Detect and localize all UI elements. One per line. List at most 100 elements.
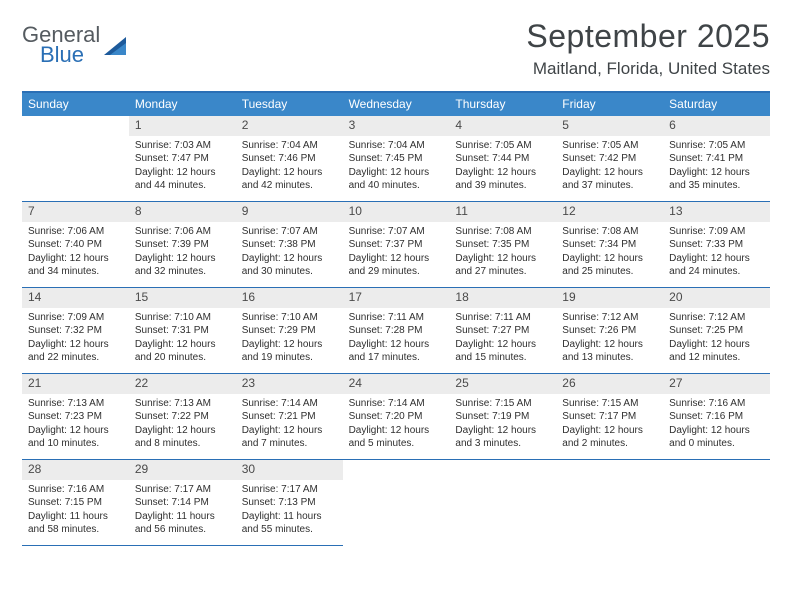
sunset-line: Sunset: 7:38 PM — [242, 238, 337, 251]
calendar-cell: 27 Sunrise: 7:16 AMSunset: 7:16 PMDayligh… — [663, 374, 770, 460]
day-number: 3 — [343, 116, 450, 136]
sunset-line: Sunset: 7:31 PM — [135, 324, 230, 337]
calendar-cell: 25 Sunrise: 7:15 AMSunset: 7:19 PMDayligh… — [449, 374, 556, 460]
calendar-cell: 28Sunrise: 7:16 AMSunset: 7:15 PMDayligh… — [22, 460, 129, 546]
daylight-line: Daylight: 11 hours and 58 minutes. — [28, 510, 123, 536]
sunrise-line: Sunrise: 7:13 AM — [135, 397, 230, 410]
day-number: 17 — [343, 288, 450, 308]
sunrise-line: Sunrise: 7:15 AM — [455, 397, 550, 410]
calendar-cell — [343, 460, 450, 546]
sunrise-line: Sunrise: 7:05 AM — [669, 139, 764, 152]
day-info: Sunrise: 7:09 AMSunset: 7:32 PMDaylight:… — [26, 311, 125, 364]
sunrise-line: Sunrise: 7:17 AM — [242, 483, 337, 496]
day-number: 15 — [129, 288, 236, 308]
sunrise-line: Sunrise: 7:16 AM — [669, 397, 764, 410]
calendar-cell: 13Sunrise: 7:09 AMSunset: 7:33 PMDayligh… — [663, 202, 770, 288]
day-info: Sunrise: 7:08 AMSunset: 7:34 PMDaylight:… — [560, 225, 659, 278]
sunrise-line: Sunrise: 7:12 AM — [562, 311, 657, 324]
location-text: Maitland, Florida, United States — [526, 59, 770, 79]
day-info: Sunrise: 7:16 AMSunset: 7:16 PMDaylight:… — [667, 397, 766, 450]
daylight-line: Daylight: 12 hours and 27 minutes. — [455, 252, 550, 278]
title-block: September 2025 Maitland, Florida, United… — [526, 18, 770, 79]
sunrise-line: Sunrise: 7:05 AM — [455, 139, 550, 152]
weekday-label: Friday — [556, 93, 663, 116]
day-number: 11 — [449, 202, 556, 222]
day-info: Sunrise: 7:15 AMSunset: 7:19 PMDaylight:… — [453, 397, 552, 450]
day-info: Sunrise: 7:05 AMSunset: 7:42 PMDaylight:… — [560, 139, 659, 192]
daylight-line: Daylight: 11 hours and 55 minutes. — [242, 510, 337, 536]
sunset-line: Sunset: 7:19 PM — [455, 410, 550, 423]
sunset-line: Sunset: 7:39 PM — [135, 238, 230, 251]
calendar-cell: 29Sunrise: 7:17 AMSunset: 7:14 PMDayligh… — [129, 460, 236, 546]
calendar-cell: 14Sunrise: 7:09 AMSunset: 7:32 PMDayligh… — [22, 288, 129, 374]
sunset-line: Sunset: 7:42 PM — [562, 152, 657, 165]
sunset-line: Sunset: 7:15 PM — [28, 496, 123, 509]
calendar-cell: 16Sunrise: 7:10 AMSunset: 7:29 PMDayligh… — [236, 288, 343, 374]
weekday-label: Saturday — [663, 93, 770, 116]
day-number: 9 — [236, 202, 343, 222]
day-number: 5 — [556, 116, 663, 136]
sunrise-line: Sunrise: 7:11 AM — [455, 311, 550, 324]
day-info: Sunrise: 7:05 AMSunset: 7:44 PMDaylight:… — [453, 139, 552, 192]
daylight-line: Daylight: 12 hours and 2 minutes. — [562, 424, 657, 450]
day-number: 24 — [343, 374, 450, 394]
sunset-line: Sunset: 7:16 PM — [669, 410, 764, 423]
sunset-line: Sunset: 7:32 PM — [28, 324, 123, 337]
calendar-cell: 9Sunrise: 7:07 AMSunset: 7:38 PMDaylight… — [236, 202, 343, 288]
sunset-line: Sunset: 7:13 PM — [242, 496, 337, 509]
sunset-line: Sunset: 7:33 PM — [669, 238, 764, 251]
day-info: Sunrise: 7:17 AMSunset: 7:14 PMDaylight:… — [133, 483, 232, 536]
sunrise-line: Sunrise: 7:04 AM — [242, 139, 337, 152]
calendar-cell: 22Sunrise: 7:13 AMSunset: 7:22 PMDayligh… — [129, 374, 236, 460]
day-number: 28 — [22, 460, 129, 480]
day-number: 27 — [663, 374, 770, 394]
weekday-label: Thursday — [449, 93, 556, 116]
sunset-line: Sunset: 7:45 PM — [349, 152, 444, 165]
daylight-line: Daylight: 12 hours and 5 minutes. — [349, 424, 444, 450]
day-info: Sunrise: 7:13 AMSunset: 7:22 PMDaylight:… — [133, 397, 232, 450]
day-number: 7 — [22, 202, 129, 222]
day-info: Sunrise: 7:05 AMSunset: 7:41 PMDaylight:… — [667, 139, 766, 192]
day-info: Sunrise: 7:17 AMSunset: 7:13 PMDaylight:… — [240, 483, 339, 536]
daylight-line: Daylight: 12 hours and 19 minutes. — [242, 338, 337, 364]
sunset-line: Sunset: 7:34 PM — [562, 238, 657, 251]
logo-word-blue: Blue — [22, 44, 100, 66]
calendar: Sunday Monday Tuesday Wednesday Thursday… — [22, 91, 770, 546]
daylight-line: Daylight: 12 hours and 30 minutes. — [242, 252, 337, 278]
weekday-label: Tuesday — [236, 93, 343, 116]
logo-sail-icon — [104, 35, 130, 57]
daylight-line: Daylight: 12 hours and 8 minutes. — [135, 424, 230, 450]
sunrise-line: Sunrise: 7:06 AM — [28, 225, 123, 238]
day-number: 8 — [129, 202, 236, 222]
daylight-line: Daylight: 12 hours and 3 minutes. — [455, 424, 550, 450]
sunset-line: Sunset: 7:37 PM — [349, 238, 444, 251]
logo-text: General Blue — [22, 24, 100, 66]
daylight-line: Daylight: 12 hours and 7 minutes. — [242, 424, 337, 450]
daylight-line: Daylight: 12 hours and 40 minutes. — [349, 166, 444, 192]
day-info: Sunrise: 7:10 AMSunset: 7:29 PMDaylight:… — [240, 311, 339, 364]
day-info: Sunrise: 7:15 AMSunset: 7:17 PMDaylight:… — [560, 397, 659, 450]
day-info: Sunrise: 7:12 AMSunset: 7:25 PMDaylight:… — [667, 311, 766, 364]
daylight-line: Daylight: 12 hours and 20 minutes. — [135, 338, 230, 364]
sunrise-line: Sunrise: 7:06 AM — [135, 225, 230, 238]
calendar-page: General Blue September 2025 Maitland, Fl… — [0, 0, 792, 564]
logo: General Blue — [22, 18, 130, 66]
daylight-line: Daylight: 12 hours and 15 minutes. — [455, 338, 550, 364]
calendar-cell: 2Sunrise: 7:04 AMSunset: 7:46 PMDaylight… — [236, 116, 343, 202]
calendar-cell: 17 Sunrise: 7:11 AMSunset: 7:28 PMDayligh… — [343, 288, 450, 374]
day-info: Sunrise: 7:08 AMSunset: 7:35 PMDaylight:… — [453, 225, 552, 278]
calendar-cell: 7Sunrise: 7:06 AMSunset: 7:40 PMDaylight… — [22, 202, 129, 288]
daylight-line: Daylight: 12 hours and 35 minutes. — [669, 166, 764, 192]
sunset-line: Sunset: 7:47 PM — [135, 152, 230, 165]
day-info: Sunrise: 7:13 AMSunset: 7:23 PMDaylight:… — [26, 397, 125, 450]
day-info: Sunrise: 7:11 AMSunset: 7:28 PMDaylight:… — [347, 311, 446, 364]
day-number: 25 — [449, 374, 556, 394]
calendar-cell: 6Sunrise: 7:05 AMSunset: 7:41 PMDaylight… — [663, 116, 770, 202]
day-number: 21 — [22, 374, 129, 394]
sunset-line: Sunset: 7:40 PM — [28, 238, 123, 251]
sunset-line: Sunset: 7:23 PM — [28, 410, 123, 423]
calendar-cell — [556, 460, 663, 546]
day-number: 23 — [236, 374, 343, 394]
calendar-cell: 3Sunrise: 7:04 AMSunset: 7:45 PMDaylight… — [343, 116, 450, 202]
daylight-line: Daylight: 12 hours and 32 minutes. — [135, 252, 230, 278]
